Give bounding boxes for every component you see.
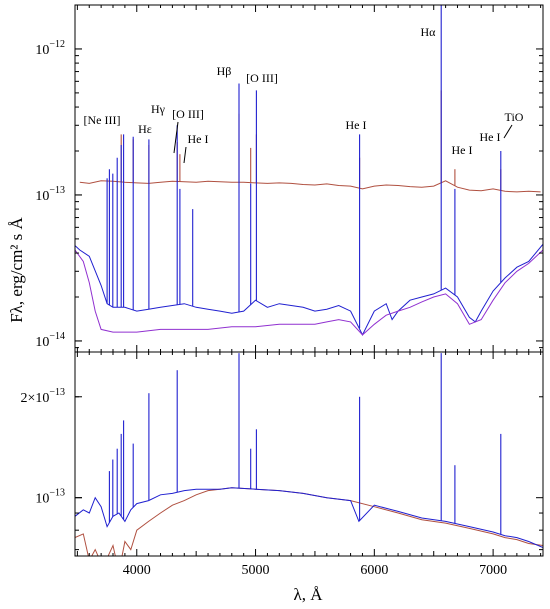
bottom-frame: [74, 351, 544, 557]
line-label: He I: [480, 130, 501, 144]
top-panel: 10−14 10−13 10−12 [Ne III] Hε Hγ [O III] He I Hβ…: [35, 4, 544, 353]
top-series-2-line: [75, 243, 543, 337]
line-label: Hγ: [151, 102, 166, 116]
bottom-y-tick-label: 10−13: [35, 488, 65, 507]
bottom-panel: 10−13 2×10−13: [20, 351, 544, 557]
oiii-pointer: [173, 121, 179, 154]
line-label: Hβ: [217, 64, 232, 78]
top-frame: [74, 4, 544, 353]
bottom-plot-area: [75, 353, 543, 556]
x-tick-label: 5000: [242, 563, 270, 578]
line-label: [O III]: [172, 107, 204, 121]
line-label: Hε: [138, 122, 152, 136]
hei-pointer: [183, 146, 187, 164]
x-tick-label: 4000: [123, 563, 151, 578]
top-y-tick-label: 10−13: [35, 185, 65, 204]
line-label: He I: [452, 143, 473, 157]
top-y-tick-label: 10−12: [35, 39, 65, 58]
top-series-1-line: [79, 180, 541, 193]
bottom-series-2-line: [75, 487, 543, 549]
top-y-tick-label: 10−14: [35, 331, 65, 350]
x-tick-label: 6000: [360, 563, 388, 578]
x-axis-label: λ, Å: [293, 585, 323, 604]
top-series-3-line: [75, 249, 543, 336]
tio-pointer: [503, 124, 513, 139]
line-label: Hα: [421, 25, 437, 39]
x-tick-label: 7000: [479, 563, 507, 578]
line-label: TiO: [505, 110, 524, 124]
line-label: He I: [346, 118, 367, 132]
bottom-series-1-line: [75, 487, 543, 556]
bottom-y-tick-label: 2×10−13: [20, 387, 65, 406]
top-plot-area: [75, 5, 543, 337]
x-axis: 4000 5000 6000 7000: [123, 563, 507, 578]
line-label: [Ne III]: [84, 113, 121, 127]
y-axis-label: Fλ, erg/cm² s Å: [7, 216, 26, 322]
line-label: [O III]: [246, 71, 278, 85]
line-label: He I: [188, 132, 209, 146]
